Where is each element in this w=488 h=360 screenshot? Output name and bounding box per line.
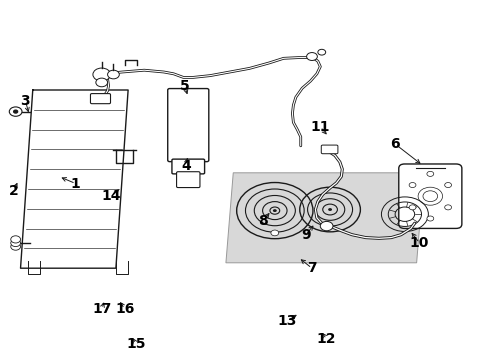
Circle shape (408, 183, 415, 188)
Circle shape (444, 205, 450, 210)
Circle shape (270, 230, 278, 236)
Circle shape (327, 208, 331, 211)
Circle shape (426, 171, 433, 176)
Circle shape (272, 209, 276, 212)
Circle shape (9, 107, 22, 116)
Text: 10: 10 (409, 236, 428, 250)
FancyBboxPatch shape (398, 164, 461, 229)
Circle shape (11, 239, 20, 247)
Circle shape (408, 205, 415, 210)
Text: 2: 2 (9, 184, 19, 198)
Text: 5: 5 (180, 80, 189, 93)
Text: 8: 8 (257, 215, 267, 228)
Circle shape (320, 221, 332, 231)
FancyBboxPatch shape (321, 145, 337, 154)
Text: 4: 4 (181, 159, 190, 172)
Text: 12: 12 (316, 332, 336, 346)
FancyBboxPatch shape (90, 94, 110, 104)
Text: 16: 16 (115, 302, 134, 316)
Text: 13: 13 (277, 314, 296, 328)
Circle shape (306, 53, 317, 60)
Text: 15: 15 (126, 337, 145, 351)
Circle shape (14, 110, 18, 113)
Circle shape (93, 68, 110, 81)
Text: 7: 7 (306, 261, 316, 275)
Text: 1: 1 (71, 177, 81, 190)
Text: 14: 14 (102, 189, 121, 203)
Circle shape (317, 49, 325, 55)
FancyBboxPatch shape (176, 172, 200, 188)
FancyBboxPatch shape (167, 89, 208, 162)
Text: 3: 3 (20, 94, 30, 108)
Text: 9: 9 (300, 228, 310, 242)
Circle shape (11, 236, 20, 243)
Polygon shape (225, 173, 423, 263)
Circle shape (426, 216, 433, 221)
Polygon shape (20, 90, 128, 268)
Text: 6: 6 (389, 137, 399, 151)
FancyBboxPatch shape (172, 159, 204, 174)
Circle shape (107, 70, 119, 79)
Circle shape (11, 243, 20, 250)
Circle shape (444, 183, 450, 188)
Text: 11: 11 (310, 120, 329, 134)
Circle shape (96, 78, 107, 87)
Text: 17: 17 (92, 302, 111, 316)
